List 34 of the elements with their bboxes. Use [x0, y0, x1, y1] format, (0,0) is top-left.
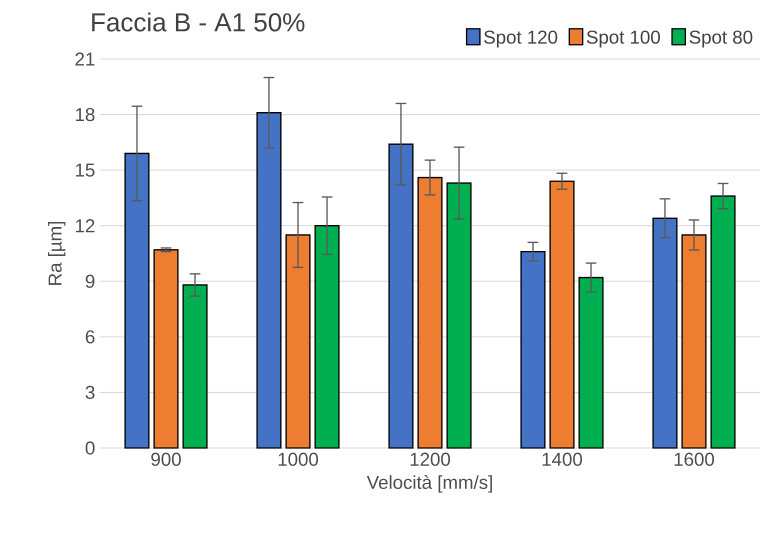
x-tick-label: 1000 [278, 452, 318, 466]
x-tick-label: 1200 [410, 452, 450, 466]
x-tick-label: 900 [151, 452, 181, 466]
bar [256, 112, 282, 449]
legend-label: Spot 100 [586, 30, 660, 48]
y-tick-label: 18 [76, 108, 94, 122]
chart-title: Faccia B - A1 50% [92, 12, 304, 32]
bar [388, 144, 414, 449]
bar [285, 234, 311, 449]
y-tick-label: 0 [86, 441, 95, 455]
bar [153, 249, 179, 449]
bar [520, 250, 546, 449]
bar [124, 152, 150, 449]
legend-label: Spot 120 [484, 30, 558, 48]
bar [417, 176, 443, 449]
y-tick-label: 21 [75, 52, 94, 66]
legend-label: Spot 80 [690, 30, 752, 48]
y-tick-label: 6 [86, 330, 94, 344]
y-tick-label: 3 [86, 386, 94, 400]
y-tick-label: 9 [86, 274, 94, 288]
x-axis-title: Velocità [mm/s] [366, 475, 492, 493]
y-axis-title: Ra [µm] [48, 222, 66, 285]
bar [681, 234, 707, 449]
bar [549, 180, 575, 449]
y-tick-label: 12 [76, 219, 94, 232]
bar [446, 182, 472, 449]
bar [182, 284, 208, 449]
bar [578, 276, 604, 449]
y-tick-label: 15 [76, 164, 95, 177]
bar [314, 225, 340, 449]
bar [652, 218, 678, 449]
x-tick-label: 1400 [542, 452, 582, 466]
x-tick-label: 1600 [674, 452, 714, 466]
bar [710, 195, 736, 449]
